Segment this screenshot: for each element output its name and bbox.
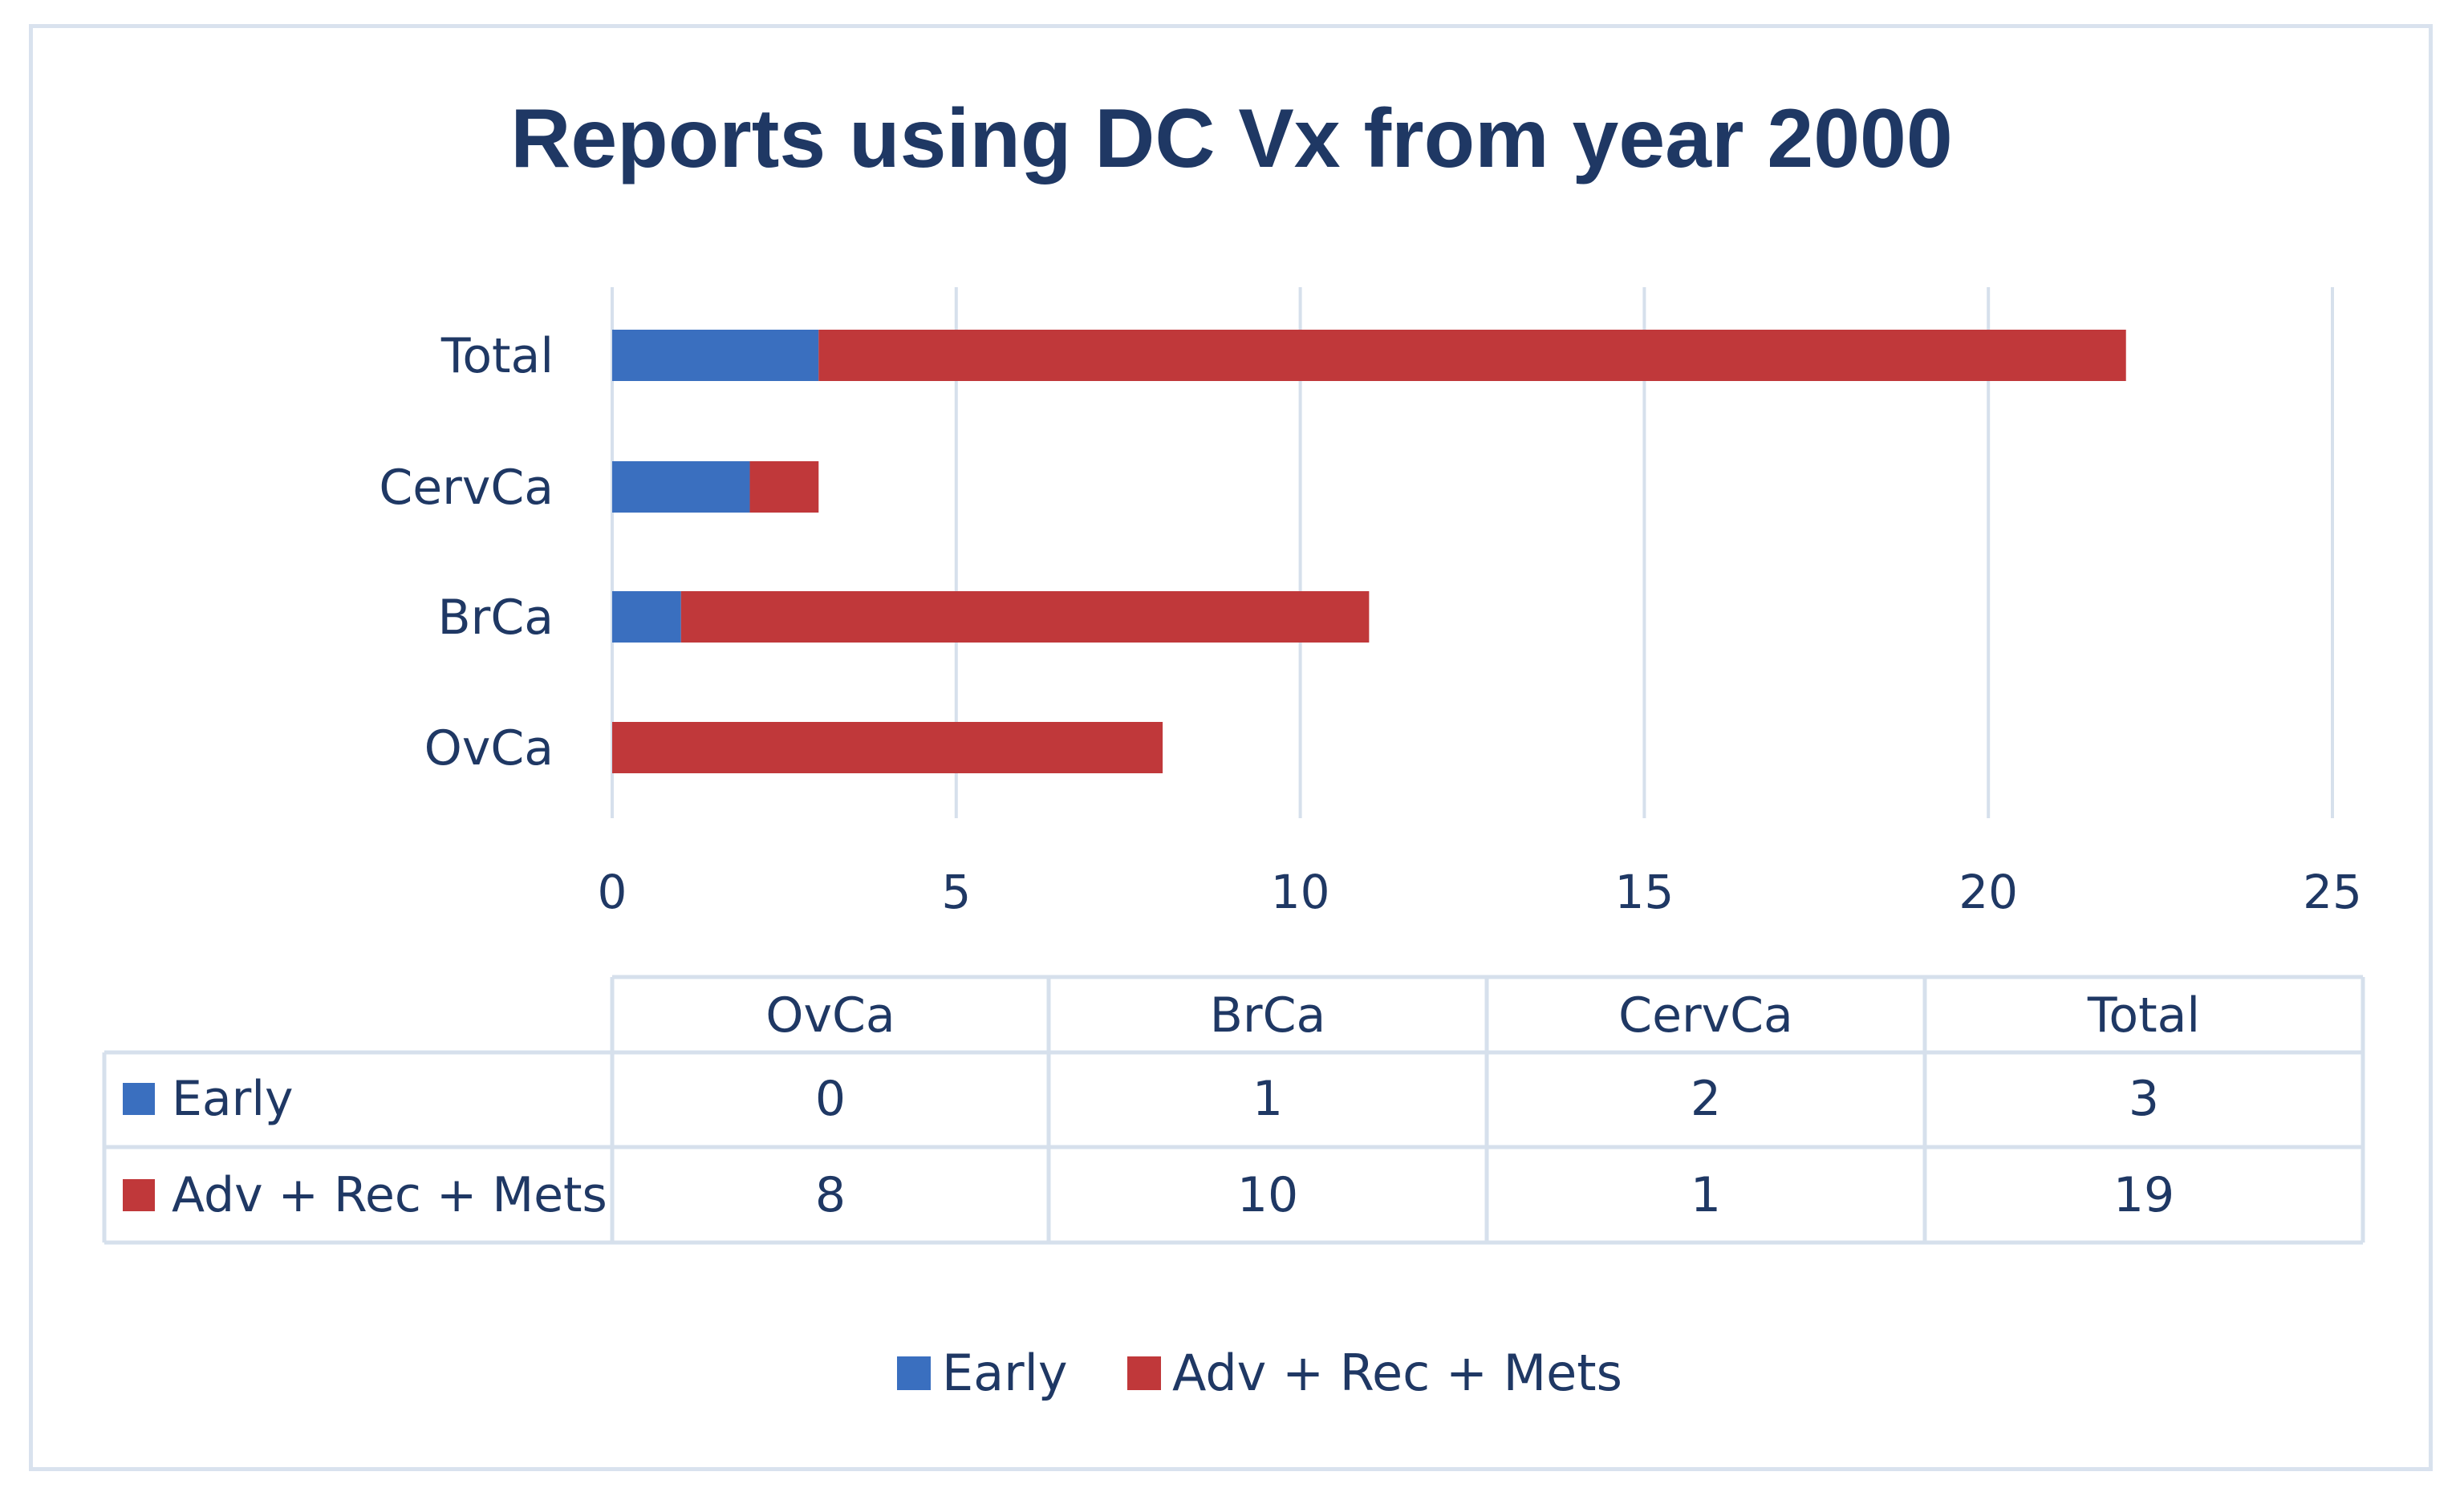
legend-swatch-adv-rec-mets xyxy=(1127,1356,1161,1390)
table-row-label: Adv + Rec + Mets xyxy=(172,1167,607,1223)
x-tick-label: 15 xyxy=(1614,865,1674,919)
legend-label-adv-rec-mets: Adv + Rec + Mets xyxy=(1172,1344,1622,1402)
legend-label-early: Early xyxy=(942,1344,1068,1402)
bar-adv-rec-mets-ovca xyxy=(612,722,1163,773)
x-axis-ticks: 0 5 10 15 20 25 xyxy=(598,865,2362,919)
x-tick-label: 5 xyxy=(941,865,971,919)
x-tick-label: 20 xyxy=(1959,865,2018,919)
table-legend-swatch xyxy=(123,1083,155,1115)
table-header-cell: Total xyxy=(2087,987,2200,1044)
chart-title: Reports using DC Vx from year 2000 xyxy=(510,92,1953,185)
table-row-label: Early xyxy=(172,1071,294,1127)
chart-frame xyxy=(29,24,2433,1471)
table-legend-swatch xyxy=(123,1179,155,1211)
table-cell: 10 xyxy=(1237,1167,1298,1223)
table-cell: 0 xyxy=(815,1071,846,1127)
table-header-cell: BrCa xyxy=(1210,987,1326,1044)
bar-adv-rec-mets-total xyxy=(818,330,2126,381)
legend-swatch-early xyxy=(897,1356,931,1390)
bar-early-cervca xyxy=(612,461,750,513)
table-cell: 1 xyxy=(1252,1071,1283,1127)
bar-adv-rec-mets-brca xyxy=(680,591,1370,643)
bar-layer xyxy=(612,330,2126,773)
y-category-label: CervCa xyxy=(379,460,554,516)
table-cell: 3 xyxy=(2129,1071,2159,1127)
table-header-cell: OvCa xyxy=(765,987,895,1044)
y-category-label: BrCa xyxy=(438,590,554,646)
table-cell: 2 xyxy=(1691,1071,1721,1127)
x-tick-label: 10 xyxy=(1271,865,1330,919)
data-table: OvCa BrCa CervCa Total Early 0 1 2 3 Adv + Rec + … xyxy=(102,975,2365,1245)
bar-adv-rec-mets-cervca xyxy=(749,461,819,513)
y-axis-categories: OvCa BrCa CervCa Total xyxy=(379,328,554,776)
legend: Early Adv + Rec + Mets xyxy=(897,1344,1622,1402)
y-category-label: OvCa xyxy=(424,720,554,776)
table-header-cell: CervCa xyxy=(1618,987,1793,1044)
bar-early-total xyxy=(612,330,819,381)
table-cell: 8 xyxy=(815,1167,846,1223)
bar-early-brca xyxy=(612,591,681,643)
table-cell: 1 xyxy=(1691,1167,1721,1223)
x-tick-label: 0 xyxy=(598,865,627,919)
x-tick-label: 25 xyxy=(2303,865,2362,919)
table-cell: 19 xyxy=(2113,1167,2174,1223)
y-category-label: Total xyxy=(440,328,554,384)
